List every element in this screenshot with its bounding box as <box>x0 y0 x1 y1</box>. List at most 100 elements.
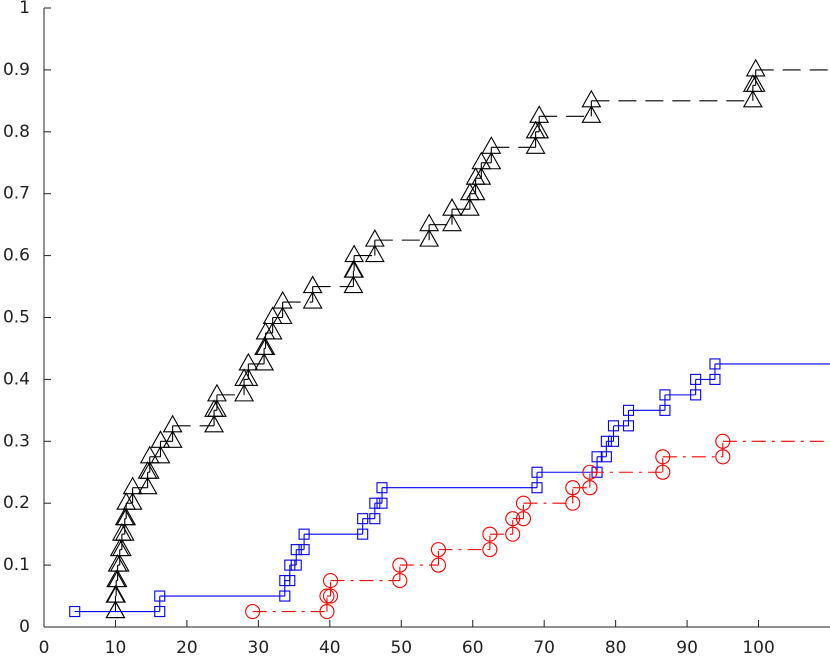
y-tick-label: 0.7 <box>3 184 30 204</box>
y-tick-label: 0.5 <box>3 308 30 328</box>
triangle-marker <box>204 414 225 433</box>
triangle-marker <box>581 105 602 123</box>
circle-marker <box>430 557 446 573</box>
x-tick-label: 70 <box>533 638 555 658</box>
square-marker <box>357 528 369 540</box>
square-marker <box>369 513 381 525</box>
triangle-marker <box>481 151 502 170</box>
square-marker <box>298 528 310 540</box>
square-marker <box>154 605 166 618</box>
triangle-marker <box>234 383 255 402</box>
triangle-marker <box>238 368 259 386</box>
triangle-marker <box>459 198 480 216</box>
triangle-marker <box>111 538 132 557</box>
triangle-marker <box>471 167 492 185</box>
square-marker <box>154 590 166 602</box>
triangle-marker <box>139 461 160 479</box>
square-marker <box>607 420 620 432</box>
circle-marker <box>515 511 532 527</box>
triangle-marker <box>206 383 227 402</box>
x-tick-label: 50 <box>390 638 412 658</box>
triangle-marker <box>122 476 143 495</box>
y-tick-label: 0.8 <box>3 122 30 142</box>
triangle-marker <box>139 445 160 464</box>
x-tick-label: 10 <box>105 638 127 658</box>
square-marker <box>284 559 296 571</box>
square-marker <box>690 389 702 401</box>
circle-marker <box>582 480 598 496</box>
triangle-marker <box>122 492 143 510</box>
triangle-marker <box>419 229 440 247</box>
square-marker <box>622 420 635 432</box>
square-marker <box>600 435 612 447</box>
triangle-marker <box>302 275 323 294</box>
square-marker <box>531 482 543 494</box>
triangle-marker <box>254 352 275 371</box>
triangle-marker <box>529 105 550 123</box>
square-marker <box>290 544 302 556</box>
triangle-marker <box>272 290 293 309</box>
square-marker <box>369 497 381 509</box>
y-tick-label: 0.1 <box>3 555 30 575</box>
x-tick-label: 90 <box>676 638 698 658</box>
square-marker <box>69 605 81 618</box>
square-marker <box>284 575 296 587</box>
triangle-marker <box>525 136 546 154</box>
triangle-marker <box>442 213 462 232</box>
triangle-marker <box>742 89 763 108</box>
y-tick-label: 0.6 <box>3 246 30 266</box>
square-marker <box>591 451 603 463</box>
x-tick-label: 30 <box>248 638 270 658</box>
circle-marker <box>565 495 581 511</box>
square-marker <box>279 590 291 602</box>
square-marker <box>622 404 635 416</box>
x-tick-label: 40 <box>319 638 341 658</box>
triangle-marker <box>343 275 364 294</box>
triangle-marker <box>238 352 259 371</box>
triangle-marker <box>419 213 440 232</box>
circle-marker <box>515 495 532 511</box>
triangle-marker <box>364 229 385 247</box>
circle-marker <box>245 603 261 620</box>
y-tick-label: 1 <box>19 0 30 18</box>
triangle-marker <box>137 476 158 495</box>
square-marker <box>659 389 671 401</box>
square-marker <box>376 497 388 509</box>
x-tick-label: 100 <box>742 638 774 658</box>
triangle-marker <box>255 337 276 355</box>
triangle-marker <box>262 321 283 340</box>
circle-marker <box>505 526 521 542</box>
triangle-marker <box>344 259 365 278</box>
x-tick-label: 20 <box>176 638 198 658</box>
square-marker <box>298 544 310 556</box>
y-tick-label: 0.4 <box>3 369 30 389</box>
square-marker <box>709 373 721 385</box>
x-tick-label: 60 <box>462 638 484 658</box>
triangle-marker <box>581 89 602 108</box>
triangle-marker <box>465 182 486 201</box>
triangle-marker <box>302 290 323 309</box>
circle-marker <box>582 464 598 480</box>
circle-marker <box>565 480 581 496</box>
circle-marker <box>392 557 408 573</box>
circle-marker <box>715 433 731 449</box>
triangle-marker <box>105 600 126 619</box>
square-marker <box>600 451 612 463</box>
triangle-marker <box>106 584 127 603</box>
triangle-marker <box>344 244 365 263</box>
square-marker <box>376 482 388 494</box>
circle-marker <box>482 542 498 558</box>
y-tick-label: 0.3 <box>3 431 30 451</box>
triangle-marker <box>745 58 766 77</box>
square-marker <box>357 513 369 525</box>
square-marker <box>690 373 702 385</box>
y-tick-label: 0 <box>19 617 30 637</box>
circle-marker <box>322 588 339 604</box>
triangle-marker <box>162 430 183 448</box>
triangle-marker <box>109 553 130 572</box>
triangle-marker <box>116 507 137 526</box>
square-marker <box>709 358 721 370</box>
circle-marker <box>715 449 731 465</box>
